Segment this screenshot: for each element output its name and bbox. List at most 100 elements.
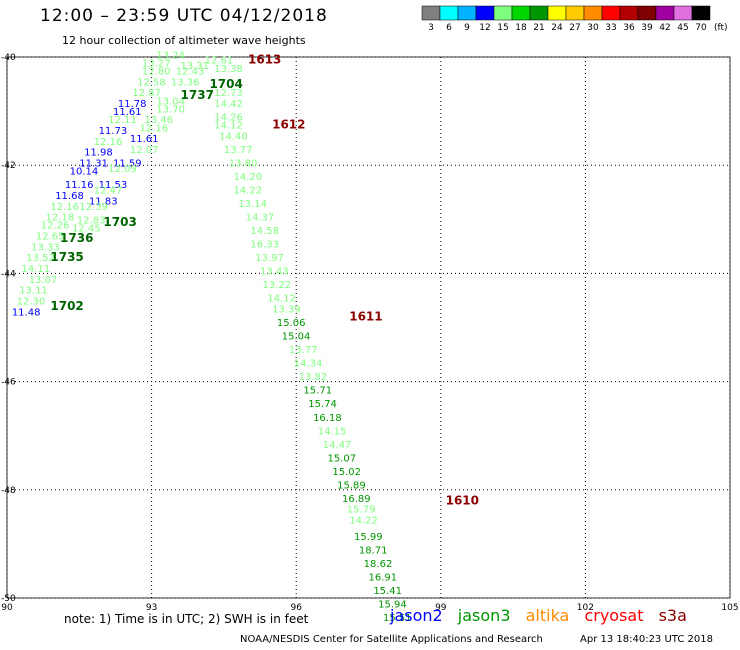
wave-height-label: 12.26 (41, 221, 70, 232)
satellite-cryosat: cryosat (584, 606, 644, 625)
wave-height-label: 14.40 (219, 131, 248, 142)
wave-height-label: 15.99 (354, 532, 383, 543)
wave-height-label: 12.39 (79, 202, 108, 213)
lat-tick--50: -50 (1, 594, 16, 604)
wave-height-label: 11.53 (99, 180, 128, 191)
legend-value-36: 36 (623, 23, 635, 33)
pass-time-label: 1735 (50, 250, 83, 264)
color-scale-legend: 3 6 9 12 15 18 21 24 27 30 33 36 39 42 45 70 (ft) (421, 5, 728, 33)
legend-swatch-70 (691, 5, 711, 21)
wave-height-label: 12.16 (94, 137, 123, 148)
map-subtitle: 12 hour collection of altimeter wave hei… (62, 34, 306, 47)
wave-height-label: 12.07 (130, 145, 159, 156)
legend-swatch-15 (493, 5, 513, 21)
wave-height-label: 15.51 (383, 613, 412, 624)
wave-height-label: 12.65 (36, 232, 65, 243)
wave-height-label: 12.58 (137, 77, 166, 88)
pass-time-label: 1611 (349, 310, 382, 324)
legend-swatch-24 (547, 5, 567, 21)
wave-height-label: 12.18 (46, 213, 75, 224)
wave-height-label: 15.02 (332, 467, 361, 478)
lon-tick-102: 102 (577, 603, 594, 613)
legend-swatch-33 (601, 5, 621, 21)
wave-height-label: 13.82 (299, 372, 328, 383)
wave-height-label: 15.89 (337, 480, 366, 491)
wave-height-label: 14.34 (294, 359, 323, 370)
lon-tick-96: 96 (290, 603, 302, 613)
wave-height-label: 13.27 (142, 58, 171, 69)
legend-value-3: 3 (428, 23, 434, 33)
legend-value-9: 9 (464, 23, 470, 33)
wave-height-label: 12.80 (142, 67, 171, 78)
wave-height-label: 11.98 (84, 148, 113, 159)
lat-tick--40: -40 (1, 53, 16, 63)
wave-height-label: 14.26 (214, 113, 243, 124)
wave-height-label: 15.94 (378, 599, 407, 610)
lon-tick-99: 99 (435, 603, 447, 613)
wave-height-label: 13.77 (289, 345, 318, 356)
legend-value-39: 39 (641, 23, 653, 33)
pass-time-label: 1704 (209, 77, 242, 91)
wave-height-label: 15.74 (308, 399, 337, 410)
legend-value-70: 70 (695, 23, 707, 33)
credit-line: NOAA/NESDIS Center for Satellite Applica… (240, 634, 543, 645)
legend-value-45: 45 (677, 23, 688, 33)
wave-height-label: 13.38 (214, 64, 243, 75)
legend-swatch-30 (583, 5, 603, 21)
legend-value-12: 12 (479, 23, 490, 33)
wave-height-label: 13.04 (156, 96, 185, 107)
legend-value-27: 27 (569, 23, 580, 33)
wave-height-label: 13.97 (255, 253, 284, 264)
wave-height-label: 11.73 (99, 126, 128, 137)
wave-height-label: 11.61 (113, 107, 142, 118)
legend-value-6: 6 (446, 23, 452, 33)
wave-height-label: 14.22 (234, 186, 263, 197)
wave-height-label: 13.22 (262, 280, 291, 291)
wave-height-label: 13.52 (26, 253, 55, 264)
wave-height-label: 13.31 (181, 61, 210, 72)
legend-swatch-9 (457, 5, 477, 21)
wave-height-label: 12.83 (77, 215, 106, 226)
wave-height-label: 13.70 (156, 104, 185, 115)
satellite-s3a: s3a (658, 606, 687, 625)
wave-height-label: 11.83 (89, 196, 118, 207)
wave-height-label: 12.47 (94, 186, 123, 197)
legend-swatch-6 (439, 5, 459, 21)
wave-height-label: 18.62 (364, 559, 393, 570)
wave-height-label: 12.30 (17, 296, 46, 307)
wave-height-label: 14.22 (349, 516, 378, 527)
wave-height-label: 14.12 (267, 294, 296, 305)
legend-swatch-18 (511, 5, 531, 21)
wave-height-label: 16.91 (369, 572, 398, 583)
wave-height-label: 13.33 (31, 242, 60, 253)
wave-height-label: 14.58 (250, 226, 279, 237)
legend-swatch-45 (673, 5, 693, 21)
wave-height-label: 13.77 (224, 145, 253, 156)
wave-height-label: 12.87 (132, 88, 161, 99)
pass-time-label: 1610 (446, 494, 479, 508)
lon-tick-93: 93 (146, 603, 157, 613)
legend-unit: (ft) (714, 23, 728, 33)
wave-height-label: 13.11 (19, 286, 48, 297)
legend-value-24: 24 (551, 23, 563, 33)
satellite-legend: jason2 jason3 altika cryosat s3a (390, 606, 697, 625)
wave-height-label: 10.14 (70, 167, 99, 178)
wave-height-label: 14.42 (214, 99, 243, 110)
wave-height-label: 13.36 (171, 77, 200, 88)
wave-height-label: 12.09 (108, 164, 137, 175)
wave-height-label: 11.48 (12, 307, 41, 318)
wave-height-label: 11.59 (113, 158, 142, 169)
wave-height-label: 11.31 (79, 158, 108, 169)
legend-value-15: 15 (497, 23, 508, 33)
legend-swatch-12 (475, 5, 495, 21)
wave-height-label: 12.16 (50, 202, 79, 213)
wave-height-label: 18.71 (359, 545, 388, 556)
legend-swatch-21 (529, 5, 549, 21)
wave-height-label: 15.71 (303, 386, 332, 397)
wave-height-label: 13.39 (272, 305, 301, 316)
wave-height-label: 13.80 (229, 158, 258, 169)
wave-height-label: 14.11 (21, 264, 50, 275)
map-title: 12:00 – 23:59 UTC 04/12/2018 (40, 6, 328, 26)
